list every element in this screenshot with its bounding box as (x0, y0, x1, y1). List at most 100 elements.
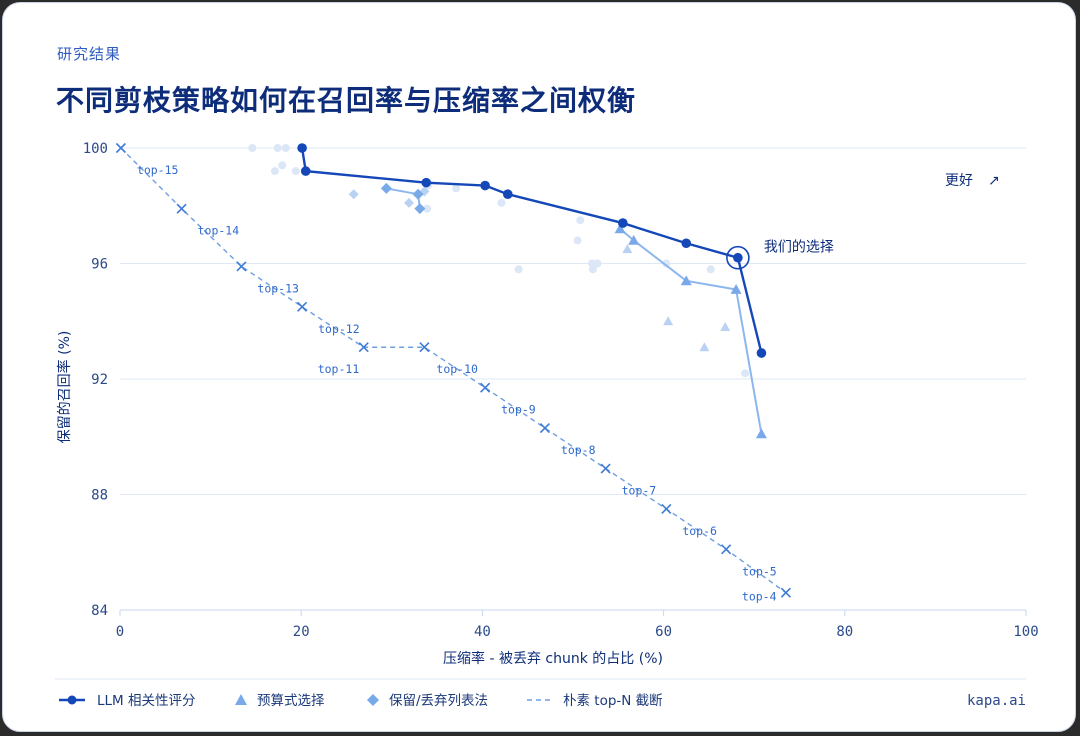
legend-dot-icon (67, 695, 77, 705)
faint-point (423, 204, 432, 213)
y-tick-label: 96 (91, 257, 108, 273)
x-axis-title: 压缩率 - 被丢弃 chunk 的占比 (%) (443, 650, 663, 667)
our-choice-label: 我们的选择 (764, 240, 834, 256)
faint-point (270, 167, 279, 176)
series-llm-relevance (297, 143, 767, 358)
top-n-label: top-11 (318, 362, 360, 376)
naive-x-marker (176, 203, 187, 214)
faint-point (662, 259, 671, 268)
series-naive-top-n: top-15 top-14 top-13 top-12 top-11 top-10 top-… (115, 142, 791, 604)
keepdrop-scatter-point (404, 197, 415, 208)
x-stroke (539, 423, 550, 434)
legend-item: LLM 相关性评分 (59, 693, 195, 709)
top-n-label: top-12 (318, 322, 360, 336)
top-n-label: top-8 (561, 443, 596, 457)
x-stroke (236, 261, 247, 272)
keepdrop-point (412, 188, 424, 200)
budget-scatter-point (663, 316, 674, 326)
faint-point (278, 161, 287, 170)
legend-label: LLM 相关性评分 (97, 693, 195, 709)
faint-point (706, 265, 715, 274)
y-tick-label: 88 (91, 488, 108, 504)
our-choice-ring (726, 245, 750, 270)
our-choice-highlight: 我们的选择 (726, 240, 834, 270)
llm-point (502, 189, 513, 199)
faint-point (248, 144, 257, 152)
y-tick-label: 84 (91, 603, 108, 619)
legend-label: 朴素 top-N 截断 (563, 693, 663, 709)
top-n-label: top-6 (682, 524, 717, 538)
naive-x-marker (721, 544, 732, 555)
faint-point (497, 198, 506, 207)
naive-x-marker (419, 342, 430, 353)
budget-scatter-point (699, 342, 710, 352)
legend-label: 保留/丢弃列表法 (389, 693, 488, 709)
x-stroke (780, 587, 791, 598)
x-stroke (480, 382, 491, 393)
naive-x-marker (539, 423, 550, 434)
budget-point (614, 223, 626, 234)
llm-point (300, 166, 311, 176)
better-arrow-icon: ↗ (988, 173, 1000, 189)
x-tick-label: 20 (293, 624, 310, 640)
x-stroke (600, 463, 611, 474)
x-stroke (419, 342, 430, 353)
x-stroke (176, 203, 187, 214)
top-n-label: top-10 (436, 362, 478, 376)
budget-point (755, 428, 767, 439)
series-keep-drop (348, 182, 430, 215)
llm-point (756, 348, 767, 358)
legend: LLM 相关性评分 预算式选择 保留/丢弃列表法 朴素 top-N 截断 (59, 693, 663, 709)
llm-point (421, 177, 432, 188)
grid-lines (120, 147, 1026, 611)
faint-point (281, 144, 290, 152)
faint-point (291, 167, 300, 176)
top-n-label: top-9 (501, 403, 536, 417)
naive-x-marker (297, 301, 308, 312)
top-n-label: top-4 (742, 590, 777, 604)
chart-svg: 84 88 92 96 100 0 20 40 60 80 100 保留的召回率 (%) 压缩率 … (55, 141, 1039, 709)
better-annotation: 更好 (945, 173, 973, 189)
legend-item: 朴素 top-N 截断 (527, 693, 663, 709)
chart-title: 不同剪枝策略如何在召回率与压缩率之间权衡 (56, 84, 637, 117)
legend-label: 预算式选择 (257, 693, 325, 709)
budget-scatter-point (622, 244, 633, 254)
section-eyebrow: 研究结果 (57, 45, 122, 63)
faint-point (576, 216, 585, 225)
faint-point (588, 265, 597, 274)
naive-x-marker (480, 382, 491, 393)
legend-triangle-icon (235, 694, 247, 705)
series-budget (614, 223, 767, 439)
x-tick-label: 0 (116, 624, 124, 640)
x-stroke (115, 142, 126, 154)
keepdrop-point (414, 203, 426, 215)
faint-point (273, 144, 282, 152)
budget-point (730, 283, 742, 294)
budget-point (628, 234, 640, 245)
naive-x-marker (236, 261, 247, 272)
naive-line (120, 147, 787, 594)
y-axis-title: 保留的召回率 (%) (56, 331, 73, 444)
llm-point (733, 252, 743, 263)
top-n-label: top-5 (742, 564, 777, 578)
x-stroke (721, 544, 732, 555)
llm-line (300, 147, 763, 354)
naive-x-marker (780, 587, 791, 598)
llm-point (681, 238, 692, 249)
budget-point (680, 275, 692, 286)
naive-x-marker (115, 142, 126, 154)
faint-point (593, 259, 602, 268)
legend-item: 保留/丢弃列表法 (367, 693, 488, 709)
x-tick-label: 60 (655, 624, 672, 640)
y-tick-label: 100 (83, 141, 108, 157)
x-tick-label: 40 (474, 624, 491, 640)
x-stroke (661, 503, 672, 515)
top-n-label: top-7 (622, 484, 657, 498)
llm-point (618, 218, 628, 228)
naive-x-marker (661, 503, 672, 515)
x-stroke (358, 342, 369, 353)
keepdrop-scatter-point (348, 189, 359, 200)
naive-x-marker (358, 342, 369, 353)
x-stroke (297, 301, 308, 312)
top-n-label: top-13 (257, 281, 299, 295)
